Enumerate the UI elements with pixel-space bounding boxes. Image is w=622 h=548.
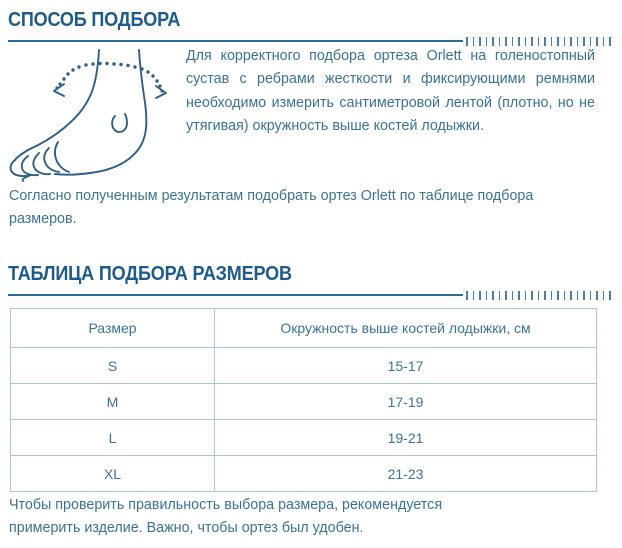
table-header-row: Размер Окружность выше костей лодыжки, с… [10,308,597,348]
foot-measurement-svg [9,49,167,182]
cell-circumference: 15-17 [214,347,597,384]
table-row: XL 21-23 [10,455,597,492]
sizes-footer-paragraph: Чтобы проверить правильность выбора разм… [9,494,597,541]
table-row: L 19-21 [10,419,597,456]
cell-size: S [10,347,215,384]
method-heading: СПОСОБ ПОДБОРА [8,8,181,31]
rule-solid-line [8,40,463,42]
sizes-heading: ТАБЛИЦА ПОДБОРА РАЗМЕРОВ [8,262,292,285]
sizes-heading-rule [8,290,622,302]
cell-circumference: 21-23 [214,455,597,492]
method-intro-paragraph: Для корректного подбора ортеза Orlett на… [186,48,595,134]
rule-tick-marks [466,290,611,301]
rule-tick-marks [466,36,611,47]
measure-arrowheads [53,83,167,99]
cell-circumference: 17-19 [214,383,597,420]
rule-solid-line [8,294,463,296]
cell-size: M [10,383,215,420]
foot-measurement-icon [6,42,182,182]
size-selection-table: Размер Окружность выше костей лодыжки, с… [10,308,597,492]
method-heading-rule [8,36,622,48]
column-header-circumference: Окружность выше костей лодыжки, см [214,308,597,348]
method-second-paragraph: Согласно полученным результатам подобрат… [9,188,534,228]
footer-line-2: примерить изделие. Важно, чтобы ортез бы… [9,520,364,537]
table-row: S 15-17 [10,347,597,384]
footer-line-1: Чтобы проверить правильность выбора разм… [9,497,443,513]
measure-dotted-arc [55,61,164,93]
table-row: M 17-19 [10,383,597,420]
cell-circumference: 19-21 [214,419,597,456]
column-header-size: Размер [10,308,215,348]
cell-size: XL [10,455,215,492]
cell-size: L [10,419,215,456]
